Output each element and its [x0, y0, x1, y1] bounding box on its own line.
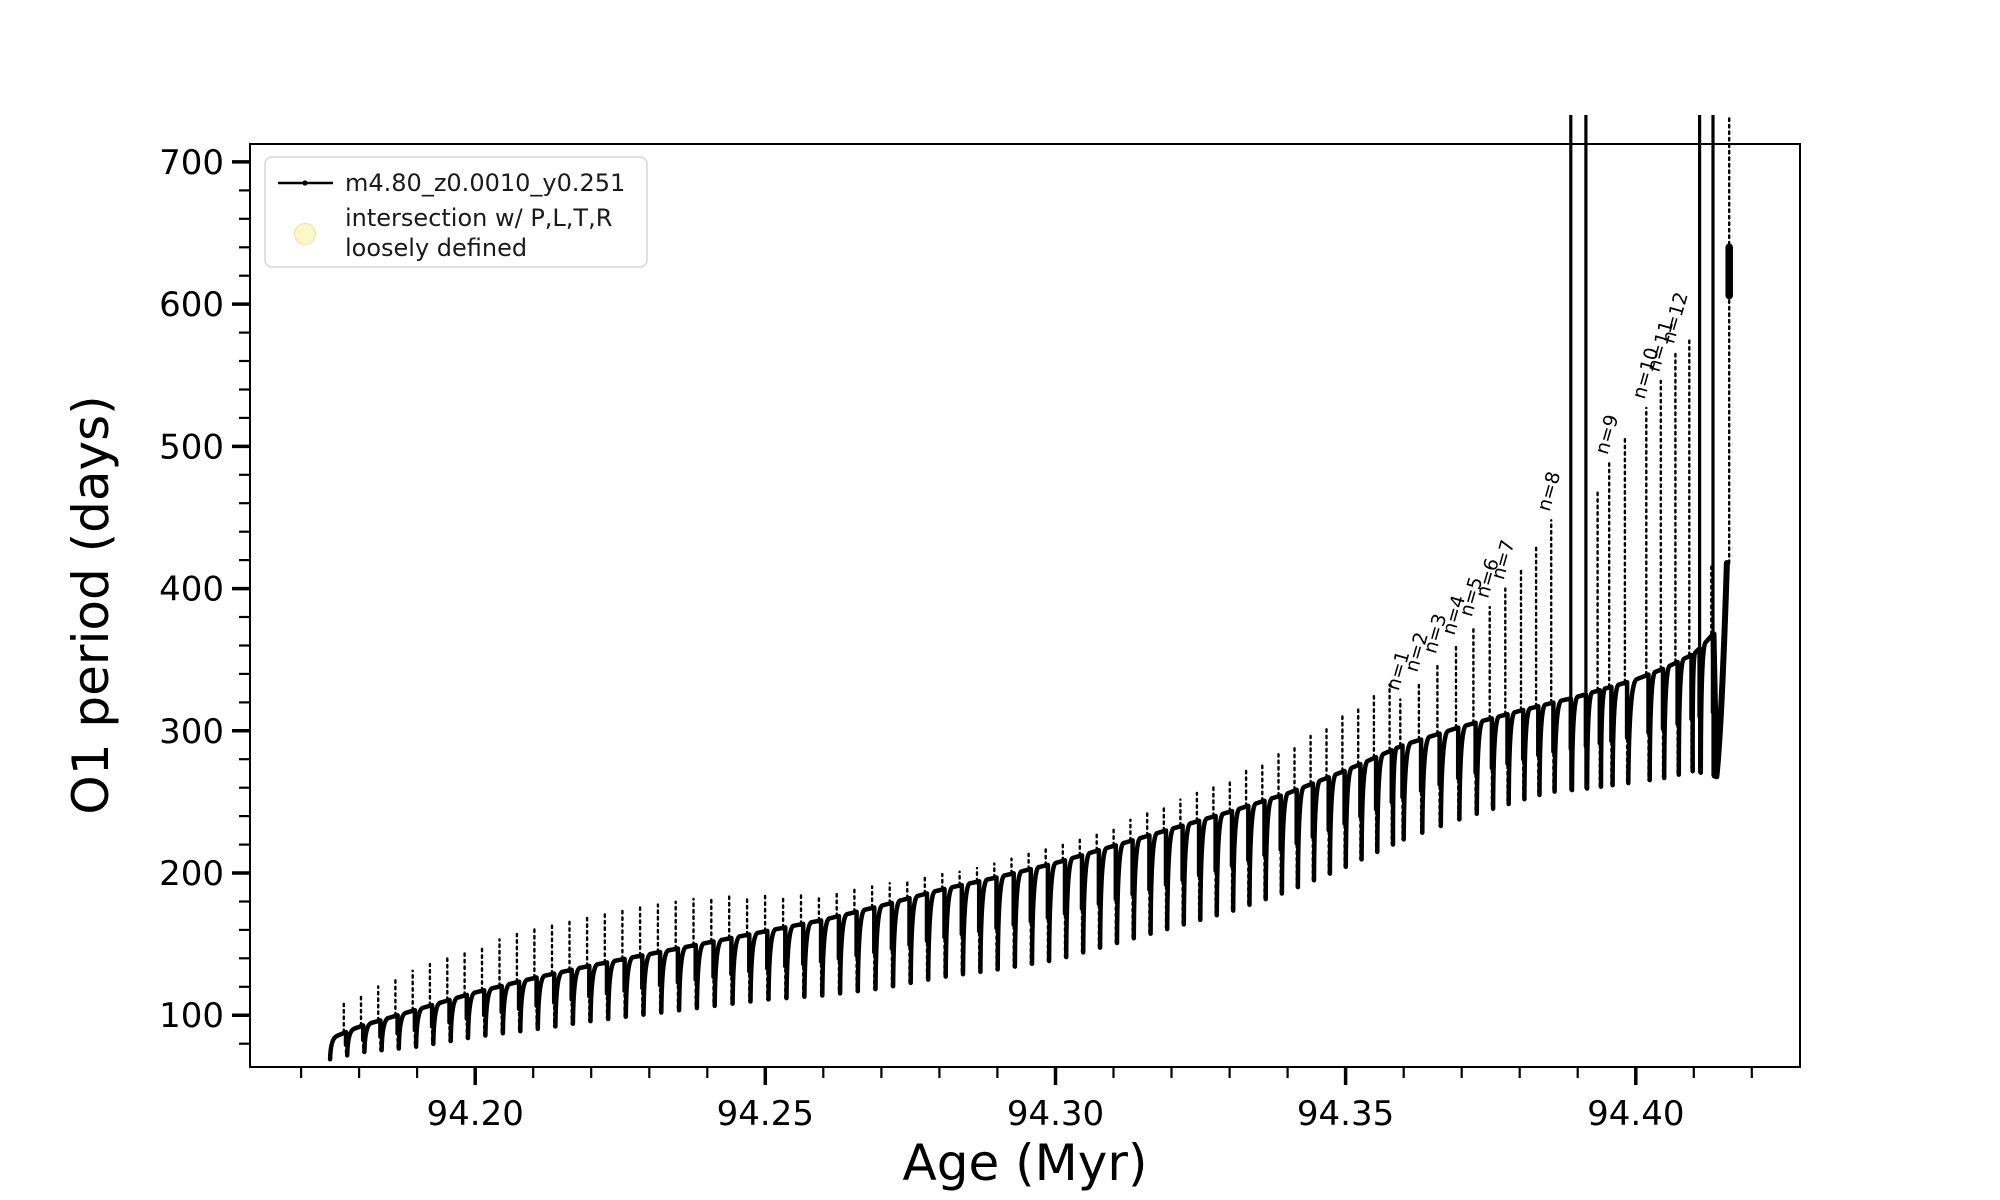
legend-entry-1-label: m4.80_z0.0010_y0.251	[345, 169, 625, 197]
y-tick-label: 700	[159, 143, 224, 183]
legend-frame	[264, 156, 648, 268]
legend-entry-2-label-line-1: intersection w/ P,L,T,R	[345, 204, 612, 232]
legend: m4.80_z0.0010_y0.251 intersection w/ P,L…	[264, 156, 648, 268]
series-spike-dots	[342, 113, 1731, 1057]
legend-point-marker-icon	[302, 180, 308, 186]
y-tick-label: 300	[159, 712, 224, 752]
y-tick-label: 400	[159, 570, 224, 610]
series-final-rise	[1710, 560, 1730, 780]
pulse-annotation: n=12	[1657, 290, 1693, 346]
plot-frame	[249, 143, 1801, 1068]
pulse-annotation: n=7	[1487, 537, 1519, 582]
x-tick-label: 94.25	[717, 1094, 814, 1134]
y-tick-label: 500	[159, 427, 224, 467]
x-tick-label: 94.20	[427, 1094, 524, 1134]
x-tick-label: 94.35	[1297, 1094, 1394, 1134]
y-axis-label: O1 period (days)	[62, 395, 120, 814]
series-main-curve	[327, 631, 1717, 1062]
y-tick-label: 600	[159, 285, 224, 325]
axis-ticks	[232, 160, 1753, 1085]
legend-entry-2-label-line-2: loosely defined	[345, 234, 527, 262]
legend-circle-marker-icon	[293, 222, 317, 246]
x-axis-label: Age (Myr)	[903, 1134, 1148, 1192]
x-tick-label: 94.40	[1587, 1094, 1684, 1134]
pulse-annotation: n=9	[1591, 412, 1623, 457]
pulse-annotation: n=8	[1533, 469, 1565, 514]
y-tick-label: 100	[159, 996, 224, 1036]
series-offscale-spikes	[1569, 115, 1715, 791]
y-tick-label: 200	[159, 854, 224, 894]
x-tick-label: 94.30	[1007, 1094, 1104, 1134]
